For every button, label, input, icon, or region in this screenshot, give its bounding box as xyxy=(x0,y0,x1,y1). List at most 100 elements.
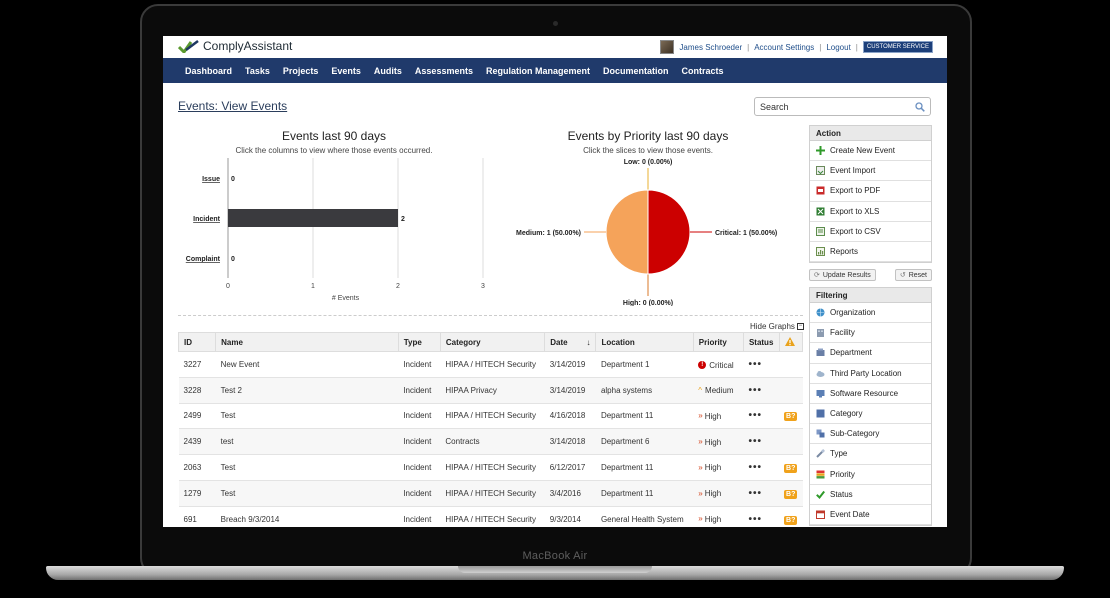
breach-badge[interactable]: B? xyxy=(784,412,798,422)
user-name-link[interactable]: James Schroeder xyxy=(679,42,743,52)
table-row[interactable]: 2063 Test Incident HIPAA / HITECH Security 6… xyxy=(178,454,803,481)
col-location[interactable]: Location xyxy=(595,332,694,352)
row-id-link[interactable]: 1279 xyxy=(178,480,216,507)
filter-event-date[interactable]: Event Date xyxy=(810,504,931,526)
breach-badge[interactable]: B? xyxy=(784,515,798,525)
hide-graphs-toggle[interactable]: Hide Graphs − xyxy=(750,322,804,331)
filter-status[interactable]: Status xyxy=(810,484,931,505)
table-row[interactable]: 1279 Test Incident HIPAA / HITECH Security 3… xyxy=(178,480,803,507)
nav-regulation-management[interactable]: Regulation Management xyxy=(485,65,590,76)
more-actions-icon[interactable]: ••• xyxy=(748,358,762,370)
table-row[interactable]: 691 Breach 9/3/2014 Incident HIPAA / HITECH… xyxy=(178,506,803,527)
nav-tasks[interactable]: Tasks xyxy=(245,65,270,76)
col-status[interactable]: Status xyxy=(742,332,780,352)
row-id-link[interactable]: 3228 xyxy=(178,377,216,404)
row-name-link[interactable]: Test xyxy=(215,403,399,430)
priority-label: Medium xyxy=(705,385,734,395)
nav-events[interactable]: Events xyxy=(331,65,361,76)
customer-service-button[interactable]: CUSTOMER SERVICE xyxy=(862,41,933,53)
nav-contracts[interactable]: Contracts xyxy=(681,65,724,76)
row-category: HIPAA / HITECH Security xyxy=(440,480,545,507)
xls-icon xyxy=(816,207,825,216)
row-status[interactable]: ••• xyxy=(743,454,780,481)
table-row[interactable]: 3228 Test 2 Incident HIPAA Privacy 3/14/2019… xyxy=(178,377,803,404)
row-name-link[interactable]: New Event xyxy=(215,351,399,378)
reset-button[interactable]: ↺ Reset xyxy=(894,269,932,281)
avatar[interactable] xyxy=(660,40,675,54)
filter-category[interactable]: Category xyxy=(810,403,931,425)
table-row[interactable]: 2499 Test Incident HIPAA / HITECH Security 4… xyxy=(178,403,803,430)
col-date[interactable]: Date ↓ xyxy=(544,332,597,352)
nav-audits[interactable]: Audits xyxy=(373,65,402,76)
row-name-link[interactable]: test xyxy=(215,428,399,456)
building-icon xyxy=(817,329,824,338)
col-type[interactable]: Type xyxy=(397,332,441,352)
more-actions-icon[interactable]: ••• xyxy=(748,513,762,525)
category-icon xyxy=(816,409,825,418)
account-settings-link[interactable]: Account Settings xyxy=(754,42,815,52)
logout-link[interactable]: Logout xyxy=(826,42,851,52)
filter-sub-category[interactable]: Sub-Category xyxy=(810,424,931,445)
filter-department[interactable]: Department xyxy=(810,343,931,364)
row-name-link[interactable]: Test xyxy=(215,480,399,507)
filter-facility[interactable]: Facility xyxy=(810,323,931,344)
nav-assessments[interactable]: Assessments xyxy=(414,65,473,76)
reports-button[interactable]: Reports xyxy=(810,241,931,263)
more-actions-icon[interactable]: ••• xyxy=(748,436,762,448)
create-new-event-button[interactable]: Create New Event xyxy=(810,141,931,162)
bar-incident xyxy=(228,209,398,227)
col-id[interactable]: ID xyxy=(177,332,217,352)
export-xls-button[interactable]: Export to XLS xyxy=(810,201,931,222)
row-status[interactable]: ••• xyxy=(743,377,780,404)
nav-dashboard[interactable]: Dashboard xyxy=(185,65,233,76)
create-new-event-label: Create New Event xyxy=(830,146,895,156)
slice-label: High: 0 (0.00%) xyxy=(623,300,673,306)
table-row[interactable]: 3227 New Event Incident HIPAA / HITECH Secu… xyxy=(178,351,803,378)
row-status[interactable]: ••• xyxy=(743,351,780,378)
reports-label: Reports xyxy=(830,247,859,257)
row-status[interactable]: ••• xyxy=(743,480,780,507)
export-csv-button[interactable]: Export to CSV xyxy=(810,221,931,242)
col-alert[interactable] xyxy=(778,332,804,352)
main-nav: Dashboard Tasks Projects Events Audits A… xyxy=(163,58,947,83)
row-id-link[interactable]: 2439 xyxy=(178,428,216,456)
logo[interactable]: ComplyAssistant xyxy=(178,39,292,53)
more-actions-icon[interactable]: ••• xyxy=(748,462,762,474)
row-status[interactable]: ••• xyxy=(743,506,780,527)
filter-organization[interactable]: Organization xyxy=(810,303,931,324)
pdf-icon xyxy=(816,186,825,195)
update-results-button[interactable]: ⟳ Update Results xyxy=(809,269,876,281)
col-name[interactable]: Name xyxy=(215,332,399,352)
priority-indicator: ! Critical xyxy=(698,361,734,370)
row-status[interactable]: ••• xyxy=(743,428,780,456)
filter-software-resource[interactable]: Software Resource xyxy=(810,383,931,404)
col-priority[interactable]: Priority xyxy=(692,332,744,352)
row-category: Contracts xyxy=(440,428,545,456)
row-id-link[interactable]: 2063 xyxy=(178,454,216,481)
filter-third-party-location[interactable]: Third Party Location xyxy=(810,363,931,384)
nav-documentation[interactable]: Documentation xyxy=(602,65,669,76)
row-name-link[interactable]: Test xyxy=(215,454,399,481)
search-icon[interactable] xyxy=(915,102,925,112)
search-input[interactable]: Search xyxy=(754,97,931,116)
nav-projects[interactable]: Projects xyxy=(282,65,319,76)
x-axis-label: # Events xyxy=(332,295,360,302)
export-pdf-button[interactable]: Export to PDF xyxy=(810,181,931,202)
row-id-link[interactable]: 691 xyxy=(178,506,216,527)
filter-priority[interactable]: Priority xyxy=(810,464,931,485)
priority-indicator: » High xyxy=(698,515,721,524)
col-category[interactable]: Category xyxy=(439,332,546,352)
more-actions-icon[interactable]: ••• xyxy=(748,410,762,422)
row-name-link[interactable]: Test 2 xyxy=(215,377,399,404)
table-row[interactable]: 2439 test Incident Contracts 3/14/2018 Depart… xyxy=(178,428,803,456)
row-name-link[interactable]: Breach 9/3/2014 xyxy=(215,506,399,527)
filter-type[interactable]: Type xyxy=(810,444,931,465)
more-actions-icon[interactable]: ••• xyxy=(748,384,762,396)
row-id-link[interactable]: 3227 xyxy=(178,351,216,378)
row-status[interactable]: ••• xyxy=(743,403,780,430)
breach-badge[interactable]: B? xyxy=(784,489,798,499)
more-actions-icon[interactable]: ••• xyxy=(748,487,762,499)
row-id-link[interactable]: 2499 xyxy=(178,403,216,430)
breach-badge[interactable]: B? xyxy=(784,464,798,474)
event-import-button[interactable]: Event Import xyxy=(810,161,931,182)
